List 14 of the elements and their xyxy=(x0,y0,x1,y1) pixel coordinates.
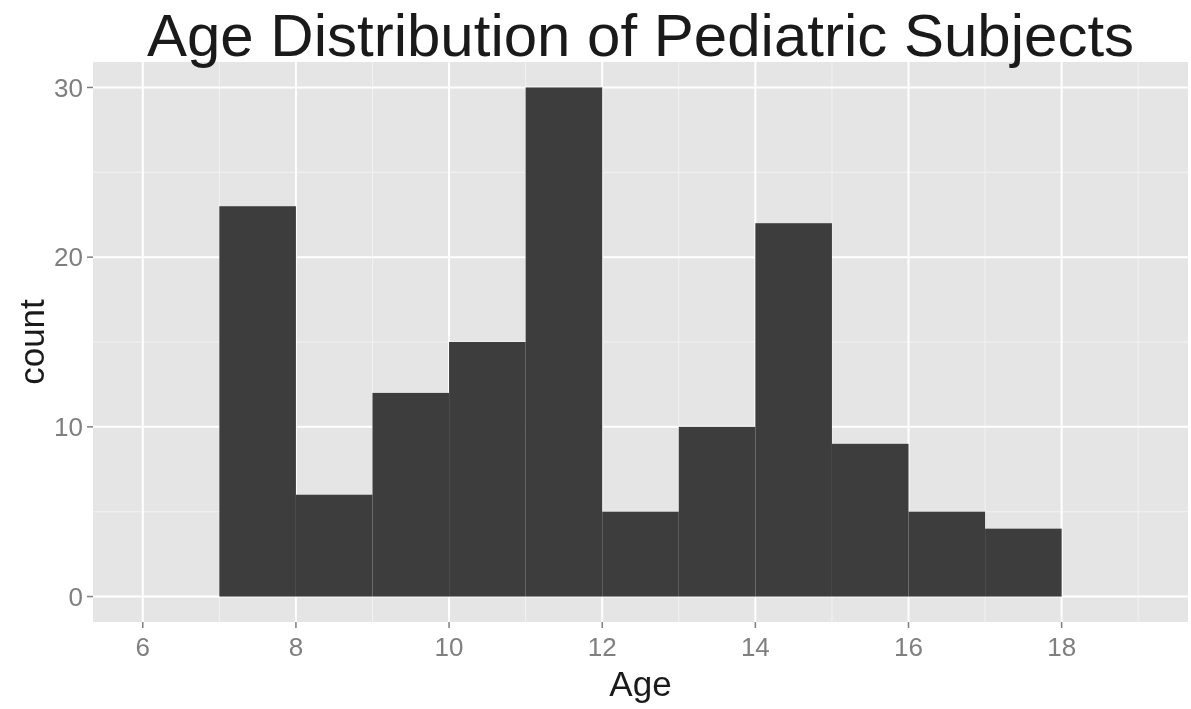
x-tick-label: 18 xyxy=(1047,632,1077,662)
y-tick-label: 30 xyxy=(54,72,83,103)
y-tick-label: 10 xyxy=(54,411,83,442)
x-tick-label: 14 xyxy=(740,632,770,662)
chart-title: Age Distribution of Pediatric Subjects xyxy=(146,2,1135,69)
x-tick-label: 10 xyxy=(434,632,464,662)
x-tick-label: 6 xyxy=(135,632,151,662)
x-tick-label: 12 xyxy=(587,632,617,662)
x-tick-label: 8 xyxy=(288,632,304,662)
y-tick-label: 20 xyxy=(54,242,83,273)
y-axis-title: count xyxy=(12,298,51,385)
x-axis-title: Age xyxy=(609,664,672,703)
y-tick-label: 0 xyxy=(68,581,83,612)
x-tick-label: 16 xyxy=(894,632,923,662)
